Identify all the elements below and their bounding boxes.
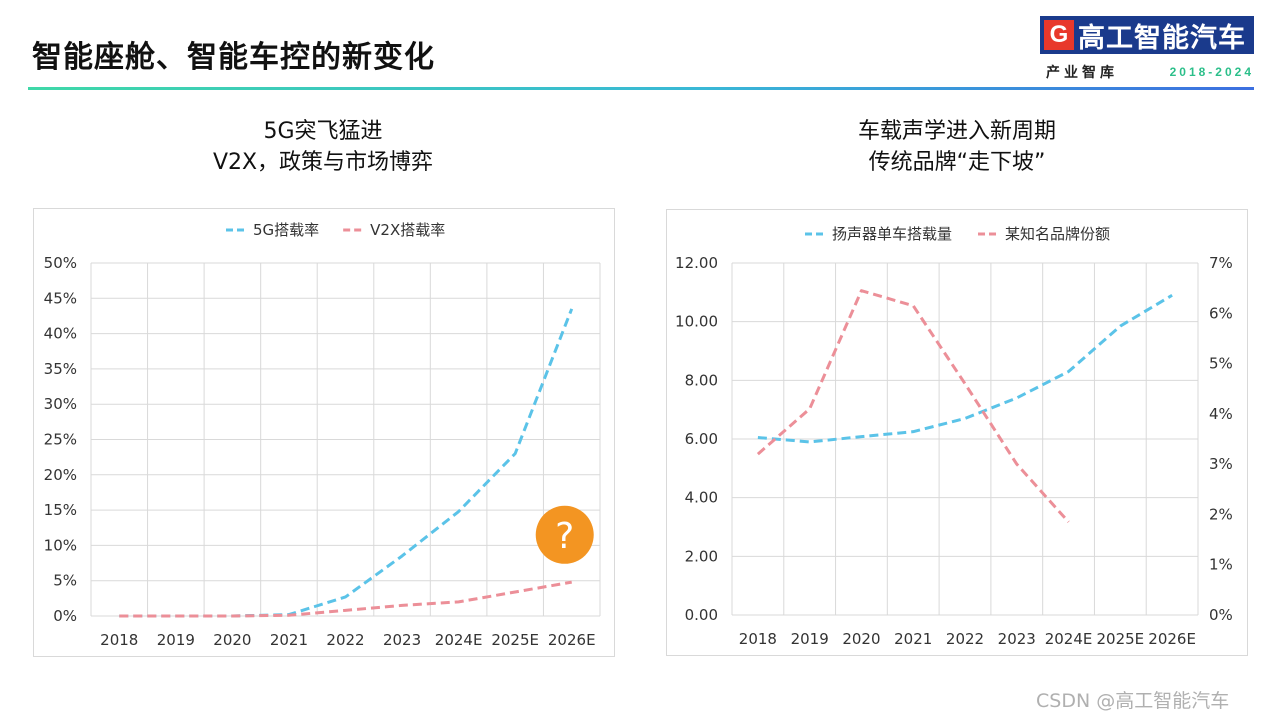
- y-axis-right-tick-label: 0%: [1209, 606, 1233, 624]
- y-axis-left-tick-label: 50%: [44, 254, 77, 272]
- y-axis-left-tick-label: 45%: [44, 289, 77, 307]
- series-line-1: [119, 308, 574, 618]
- logo-subtitle: 产业智库 2018-2024: [1046, 62, 1254, 82]
- y-axis-left-tick-label: 15%: [44, 501, 77, 519]
- series-line-2: [119, 580, 572, 618]
- x-axis-tick-label: 2023: [383, 631, 421, 649]
- x-axis-tick-label: 2026E: [1148, 630, 1196, 648]
- y-axis-right-tick-label: 4%: [1209, 405, 1233, 423]
- y-axis-right-tick-label: 7%: [1209, 254, 1233, 272]
- y-axis-left-tick-label: 20%: [44, 466, 77, 484]
- legend-label-2: V2X搭载率: [370, 221, 445, 239]
- x-axis-tick-label: 2026E: [548, 631, 596, 649]
- watermark: CSDN @高工智能汽车: [1036, 690, 1230, 712]
- legend-label-2: 某知名品牌份额: [1005, 225, 1110, 243]
- series-line-2: [756, 289, 1070, 523]
- series-line-1: [757, 293, 1173, 444]
- x-axis-tick-label: 2020: [213, 631, 251, 649]
- brand-logo: G 高工智能汽车: [1040, 16, 1254, 54]
- x-axis-tick-label: 2021: [270, 631, 308, 649]
- x-axis-tick-label: 2024E: [435, 631, 483, 649]
- x-axis-tick-label: 2022: [946, 630, 984, 648]
- question-badge-text: ?: [555, 516, 574, 557]
- left-chart-heading-line-2: V2X，政策与市场博弈: [212, 150, 434, 175]
- right-chart-heading-line-2: 传统品牌“走下坡”: [868, 150, 1046, 175]
- x-axis-tick-label: 2025E: [491, 631, 539, 649]
- logo-mark-icon: G: [1044, 20, 1074, 50]
- y-axis-left-tick-label: 35%: [44, 360, 77, 378]
- x-axis-tick-label: 2021: [894, 630, 932, 648]
- x-axis-tick-label: 2018: [100, 631, 138, 649]
- y-axis-left-tick-label: 10.00: [675, 313, 718, 331]
- y-axis-right-tick-label: 6%: [1209, 304, 1233, 322]
- y-axis-right-tick-label: 2%: [1209, 505, 1233, 523]
- x-axis-tick-label: 2025E: [1097, 630, 1145, 648]
- legend-label-1: 扬声器单车搭载量: [832, 225, 952, 243]
- x-axis-tick-label: 2019: [157, 631, 195, 649]
- logo-name: 高工智能汽车: [1078, 22, 1246, 54]
- chart-5g-v2x: 0% 5% 10% 15% 20% 25% 30% 35% 40% 45% 50% 2018 2019 2…: [33, 208, 615, 657]
- title-divider: [28, 87, 1254, 90]
- chart-acoustics-plot: 0.00 2.00 4.00 6.00 8.00 10.00 12.00 0% 1% 2% 3% 4%…: [675, 225, 1233, 648]
- x-axis-tick-label: 2022: [326, 631, 364, 649]
- left-chart-heading-line-1: 5G突飞猛进: [263, 119, 383, 144]
- y-axis-left-tick-label: 30%: [44, 395, 77, 413]
- right-chart-heading-line-1: 车载声学进入新周期: [857, 119, 1056, 144]
- page-title: 智能座舱、智能车控的新变化: [32, 40, 435, 75]
- y-axis-left-tick-label: 0.00: [685, 606, 718, 624]
- x-axis-tick-label: 2018: [739, 630, 777, 648]
- x-axis-tick-label: 2024E: [1045, 630, 1093, 648]
- logo-years: 2018-2024: [1169, 65, 1254, 79]
- y-axis-right-tick-label: 3%: [1209, 455, 1233, 473]
- chart-acoustics: 0.00 2.00 4.00 6.00 8.00 10.00 12.00 0% 1% 2% 3% 4%…: [666, 209, 1248, 656]
- x-axis-tick-label: 2023: [998, 630, 1036, 648]
- y-axis-left-tick-label: 8.00: [685, 371, 718, 389]
- left-chart-heading: 5G突飞猛进 V2X，政策与市场博弈: [113, 116, 533, 178]
- chart-5g-v2x-plot: 0% 5% 10% 15% 20% 25% 30% 35% 40% 45% 50% 2018 2019 2…: [44, 221, 601, 649]
- y-axis-left-tick-label: 4.00: [685, 489, 718, 507]
- right-chart-heading: 车载声学进入新周期 传统品牌“走下坡”: [747, 116, 1167, 178]
- logo-sub-name: 产业智库: [1046, 65, 1118, 81]
- y-axis-right-tick-label: 1%: [1209, 556, 1233, 574]
- x-axis-tick-label: 2020: [842, 630, 880, 648]
- y-axis-left-tick-label: 6.00: [685, 430, 718, 448]
- question-badge-icon: [535, 505, 594, 564]
- legend-label-1: 5G搭载率: [253, 221, 319, 239]
- y-axis-left-tick-label: 25%: [44, 431, 77, 449]
- y-axis-left-tick-label: 12.00: [675, 254, 718, 272]
- y-axis-left-tick-label: 2.00: [685, 547, 718, 565]
- y-axis-left-tick-label: 5%: [53, 572, 77, 590]
- x-axis-tick-label: 2019: [791, 630, 829, 648]
- y-axis-left-tick-label: 10%: [44, 536, 77, 554]
- y-axis-right-tick-label: 5%: [1209, 355, 1233, 373]
- y-axis-left-tick-label: 0%: [53, 607, 77, 625]
- y-axis-left-tick-label: 40%: [44, 325, 77, 343]
